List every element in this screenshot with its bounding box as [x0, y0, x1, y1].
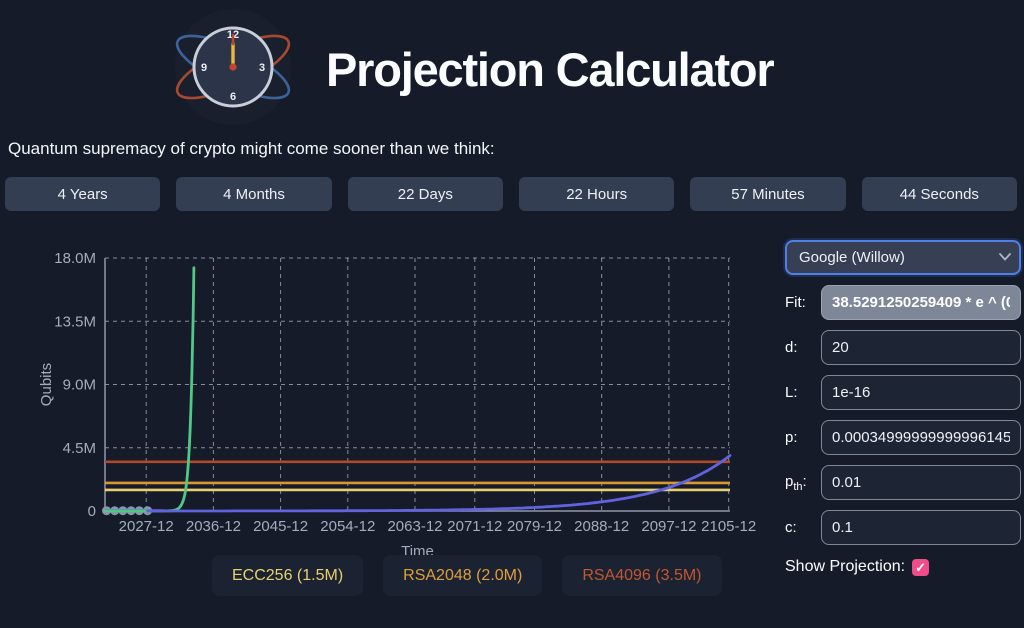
countdown-minutes: 57 Minutes — [690, 177, 846, 211]
x-tick-label: 2079-12 — [507, 518, 562, 535]
legend-button-rsa2048[interactable]: RSA2048 (2.0M) — [383, 555, 543, 596]
x-tick-label: 2063-12 — [387, 518, 442, 535]
countdown-seconds: 44 Seconds — [861, 177, 1017, 211]
legend-button-ecc256[interactable]: ECC256 (1.5M) — [212, 555, 364, 596]
y-axis-title: Qubits — [38, 363, 55, 406]
quantum-computer-select[interactable]: Google (Willow) — [785, 240, 1021, 275]
y-tick-label: 0 — [88, 503, 96, 520]
countdown-row: 4 Years 4 Months 22 Days 22 Hours 57 Min… — [5, 177, 1017, 211]
x-tick-label: 2105-12 — [701, 518, 756, 535]
L-label: L: — [785, 384, 798, 401]
qubits-projection-chart: 2027-12 2036-12 2045-12 2054-12 2063-12 2071-… — [38, 250, 756, 560]
x-tick-label: 2045-12 — [253, 518, 308, 535]
controls-panel: Google (Willow) Fit: d: L: p: pth: c: — [785, 240, 1021, 576]
fit-equation-field[interactable] — [821, 285, 1021, 320]
clock-orbit-logo-icon: 12 3 6 9 — [175, 9, 291, 125]
show-projection-checkbox[interactable]: ✓ — [912, 558, 930, 576]
L-field[interactable] — [821, 375, 1021, 410]
pth-field[interactable] — [821, 465, 1021, 500]
p-label: p: — [785, 429, 798, 446]
countdown-days: 22 Days — [347, 177, 503, 211]
svg-text:9: 9 — [201, 62, 207, 74]
x-tick-label: 2097-12 — [641, 518, 696, 535]
page-title: Projection Calculator — [326, 43, 775, 96]
x-tick-label: 2054-12 — [320, 518, 375, 535]
y-tick-label: 9.0M — [63, 377, 96, 394]
pth-label: pth: — [785, 472, 807, 493]
svg-text:6: 6 — [230, 91, 236, 103]
x-tick-label: 2071-12 — [447, 518, 502, 535]
threshold-legend: ECC256 (1.5M) RSA2048 (2.0M) RSA4096 (3.… — [212, 555, 722, 596]
d-label: d: — [785, 339, 798, 356]
c-label: c: — [785, 519, 797, 536]
y-tick-label: 18.0M — [54, 250, 96, 267]
subtitle-text: Quantum supremacy of crypto might come s… — [8, 139, 495, 158]
d-field[interactable] — [821, 330, 1021, 365]
x-tick-label: 2088-12 — [574, 518, 629, 535]
show-projection-label: Show Projection: — [785, 558, 906, 575]
x-tick-label: 2036-12 — [186, 518, 241, 535]
countdown-hours: 22 Hours — [518, 177, 675, 211]
countdown-years: 4 Years — [5, 177, 161, 211]
fit-label: Fit: — [785, 294, 806, 311]
countdown-months: 4 Months — [176, 177, 332, 211]
y-tick-label: 13.5M — [54, 313, 96, 330]
c-field[interactable] — [821, 510, 1021, 545]
svg-text:3: 3 — [259, 62, 265, 74]
legend-button-rsa4096[interactable]: RSA4096 (3.5M) — [562, 555, 722, 596]
exponential-fit-curve — [103, 266, 196, 513]
x-tick-label: 2027-12 — [119, 518, 174, 535]
p-field[interactable] — [821, 420, 1021, 455]
y-tick-label: 4.5M — [63, 440, 96, 457]
projection-curve — [146, 454, 732, 513]
